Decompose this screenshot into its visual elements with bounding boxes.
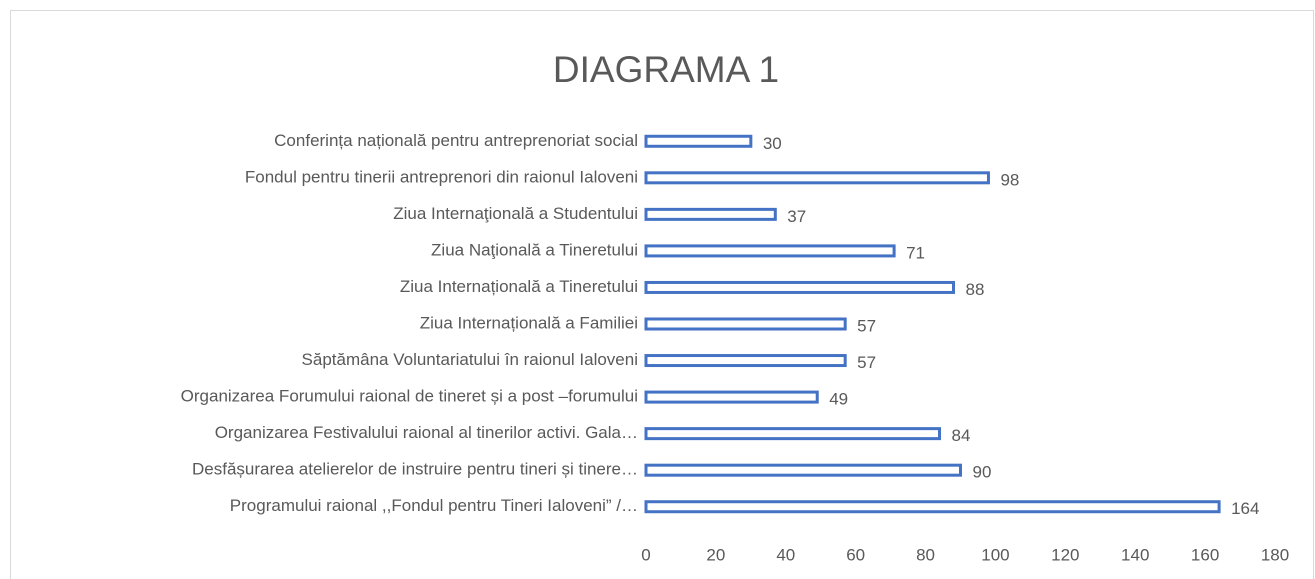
x-tick-label: 0 bbox=[641, 545, 650, 564]
x-tick-label: 180 bbox=[1261, 545, 1289, 564]
chart-border bbox=[10, 10, 1314, 579]
data-label: 88 bbox=[966, 280, 985, 299]
bar bbox=[644, 427, 942, 441]
bar bbox=[644, 500, 1221, 514]
data-label: 98 bbox=[1000, 170, 1019, 189]
bar bbox=[644, 390, 819, 404]
y-tick-label: Săptămâna Voluntariatului în raionul Ial… bbox=[302, 350, 638, 369]
chart-title: DIAGRAMA 1 bbox=[553, 49, 779, 90]
data-label: 57 bbox=[857, 316, 876, 335]
y-tick-label: Ziua Internațională a Tineretului bbox=[400, 277, 638, 296]
y-tick-label: Ziua Naţională a Tineretului bbox=[431, 240, 638, 259]
x-tick-label: 120 bbox=[1051, 545, 1079, 564]
x-tick-label: 60 bbox=[846, 545, 865, 564]
bar bbox=[644, 134, 753, 148]
y-tick-label: Ziua Internațională a Familiei bbox=[420, 313, 638, 332]
x-tick-label: 140 bbox=[1121, 545, 1149, 564]
x-tick-label: 100 bbox=[981, 545, 1009, 564]
data-label: 37 bbox=[787, 207, 806, 226]
data-label: 49 bbox=[829, 390, 848, 409]
y-tick-label: Desfășurarea atelierelor de instruire pe… bbox=[192, 460, 638, 479]
x-tick-label: 40 bbox=[776, 545, 795, 564]
bar bbox=[644, 463, 962, 477]
y-tick-label: Programului raional ,,Fondul pentru Tine… bbox=[230, 496, 638, 515]
bar bbox=[644, 244, 896, 258]
data-label: 90 bbox=[973, 463, 992, 482]
y-tick-label: Organizarea Festivalului raional al tine… bbox=[215, 423, 638, 442]
bar bbox=[644, 207, 777, 221]
y-tick-label: Conferința națională pentru antreprenori… bbox=[274, 131, 638, 150]
data-label: 164 bbox=[1231, 499, 1259, 518]
data-label: 57 bbox=[857, 353, 876, 372]
y-tick-label: Organizarea Forumului raional de tineret… bbox=[181, 387, 638, 406]
bar bbox=[644, 171, 990, 185]
bar bbox=[644, 354, 847, 368]
data-label: 84 bbox=[952, 426, 971, 445]
data-label: 30 bbox=[763, 134, 782, 153]
data-label: 71 bbox=[906, 243, 925, 262]
x-tick-label: 160 bbox=[1191, 545, 1219, 564]
y-tick-label: Ziua Internaţională a Studentului bbox=[393, 204, 638, 223]
x-tick-label: 20 bbox=[706, 545, 725, 564]
bar bbox=[644, 280, 956, 294]
y-tick-label: Fondul pentru tinerii antreprenori din r… bbox=[245, 167, 638, 186]
x-tick-label: 80 bbox=[916, 545, 935, 564]
bar bbox=[644, 317, 847, 331]
